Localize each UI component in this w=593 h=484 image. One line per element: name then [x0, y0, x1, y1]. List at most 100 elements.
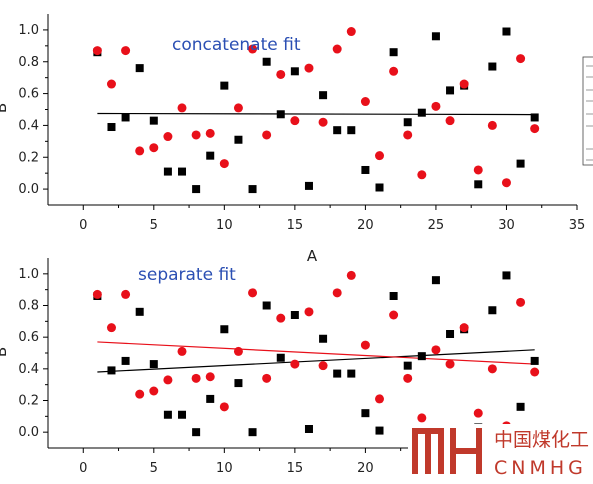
y-tick-label: 0.2 — [18, 150, 39, 165]
data-point-square — [361, 409, 370, 418]
data-point-circle — [360, 97, 370, 107]
data-point-circle — [304, 307, 314, 317]
data-point-circle — [375, 151, 385, 161]
data-point-circle — [219, 159, 229, 169]
data-point-square — [417, 108, 426, 117]
data-point-square — [319, 334, 328, 343]
data-point-circle — [318, 361, 328, 371]
data-point-circle — [276, 69, 286, 79]
data-point-circle — [417, 170, 427, 180]
scatter-chart-concatenate-fit: 0 5 10 15 20 25 30 35 0.0 0.2 0.4 0.6 0.8 1.0 concate… — [0, 14, 585, 265]
data-point-square — [530, 113, 539, 122]
y-tick-label: 0.8 — [18, 299, 39, 314]
data-point-square — [389, 48, 398, 57]
data-point-square — [375, 426, 384, 435]
data-point-square — [276, 110, 285, 119]
y-tick-label: 0.0 — [18, 425, 39, 440]
data-point-circle — [346, 270, 356, 280]
x-tick-label: 10 — [216, 461, 233, 476]
data-point-square — [417, 352, 426, 361]
data-point-square — [163, 167, 172, 176]
data-point-square — [192, 428, 201, 437]
data-point-square — [375, 183, 384, 192]
data-point-circle — [360, 340, 370, 350]
fit-line — [97, 341, 535, 365]
data-point-circle — [332, 288, 342, 298]
data-points — [92, 270, 540, 437]
data-point-circle — [473, 408, 483, 418]
data-point-circle — [219, 402, 229, 412]
data-point-square — [474, 180, 483, 189]
plot-frame — [47, 14, 577, 206]
x-tick-label: 15 — [287, 461, 304, 476]
fit-line — [97, 349, 535, 373]
watermark-en: CNMHG — [494, 457, 587, 479]
data-point-circle — [92, 289, 102, 299]
data-point-square — [220, 81, 229, 90]
data-point-circle — [262, 373, 272, 383]
x-tick-label: 10 — [216, 218, 233, 233]
data-point-circle — [403, 373, 413, 383]
watermark-cn: 中国煤化工 — [494, 429, 589, 451]
data-point-circle — [290, 359, 300, 369]
data-point-circle — [248, 288, 258, 298]
data-point-circle — [431, 101, 441, 111]
mh-logo-icon — [412, 428, 482, 474]
data-point-square — [516, 402, 525, 411]
data-point-circle — [106, 323, 116, 333]
data-point-circle — [516, 297, 526, 307]
data-point-circle — [346, 27, 356, 37]
x-tick-label: 25 — [428, 218, 445, 233]
data-point-circle — [92, 46, 102, 56]
data-point-circle — [233, 103, 243, 113]
data-point-square — [502, 27, 511, 36]
data-point-circle — [332, 44, 342, 54]
data-point-square — [290, 67, 299, 76]
data-point-square — [135, 64, 144, 73]
data-point-circle — [205, 128, 215, 138]
data-point-square — [304, 181, 313, 190]
data-point-circle — [417, 413, 427, 423]
y-axis-label: B — [0, 103, 10, 113]
data-point-circle — [304, 63, 314, 73]
y-tick-label: 0.2 — [18, 394, 39, 409]
data-point-square — [178, 167, 187, 176]
data-point-circle — [530, 124, 540, 134]
axis-ticks: 0 5 10 15 20 25 30 35 0.0 0.2 0.4 0.6 0.8 1.0 — [18, 23, 585, 233]
data-point-square — [403, 361, 412, 370]
data-point-circle — [389, 310, 399, 320]
data-points — [92, 27, 540, 194]
data-point-circle — [473, 165, 483, 175]
fit-line — [97, 112, 535, 116]
data-point-circle — [445, 116, 455, 126]
data-point-circle — [318, 117, 328, 127]
x-tick-label: 35 — [569, 218, 586, 233]
data-point-circle — [487, 120, 497, 130]
data-point-circle — [149, 386, 159, 396]
y-tick-label: 0.4 — [18, 362, 39, 377]
x-tick-label: 15 — [287, 218, 304, 233]
x-axis-label: A — [307, 247, 318, 265]
x-tick-label: 5 — [150, 461, 158, 476]
data-point-square — [121, 113, 130, 122]
data-point-square — [248, 185, 257, 194]
data-point-circle — [516, 54, 526, 64]
data-point-circle — [163, 132, 173, 142]
y-tick-label: 0.8 — [18, 55, 39, 70]
data-point-circle — [163, 375, 173, 385]
data-point-circle — [135, 389, 145, 399]
data-point-square — [107, 123, 116, 132]
y-tick-label: 0.6 — [18, 330, 39, 345]
data-point-square — [347, 369, 356, 378]
data-point-circle — [106, 79, 116, 89]
data-point-square — [206, 394, 215, 403]
data-point-square — [304, 425, 313, 433]
data-point-square — [446, 86, 455, 95]
data-point-circle — [375, 394, 385, 404]
data-point-square — [530, 356, 539, 365]
data-point-square — [163, 410, 172, 419]
data-point-circle — [389, 66, 399, 76]
data-point-square — [488, 62, 497, 71]
fit-lines — [97, 112, 535, 116]
